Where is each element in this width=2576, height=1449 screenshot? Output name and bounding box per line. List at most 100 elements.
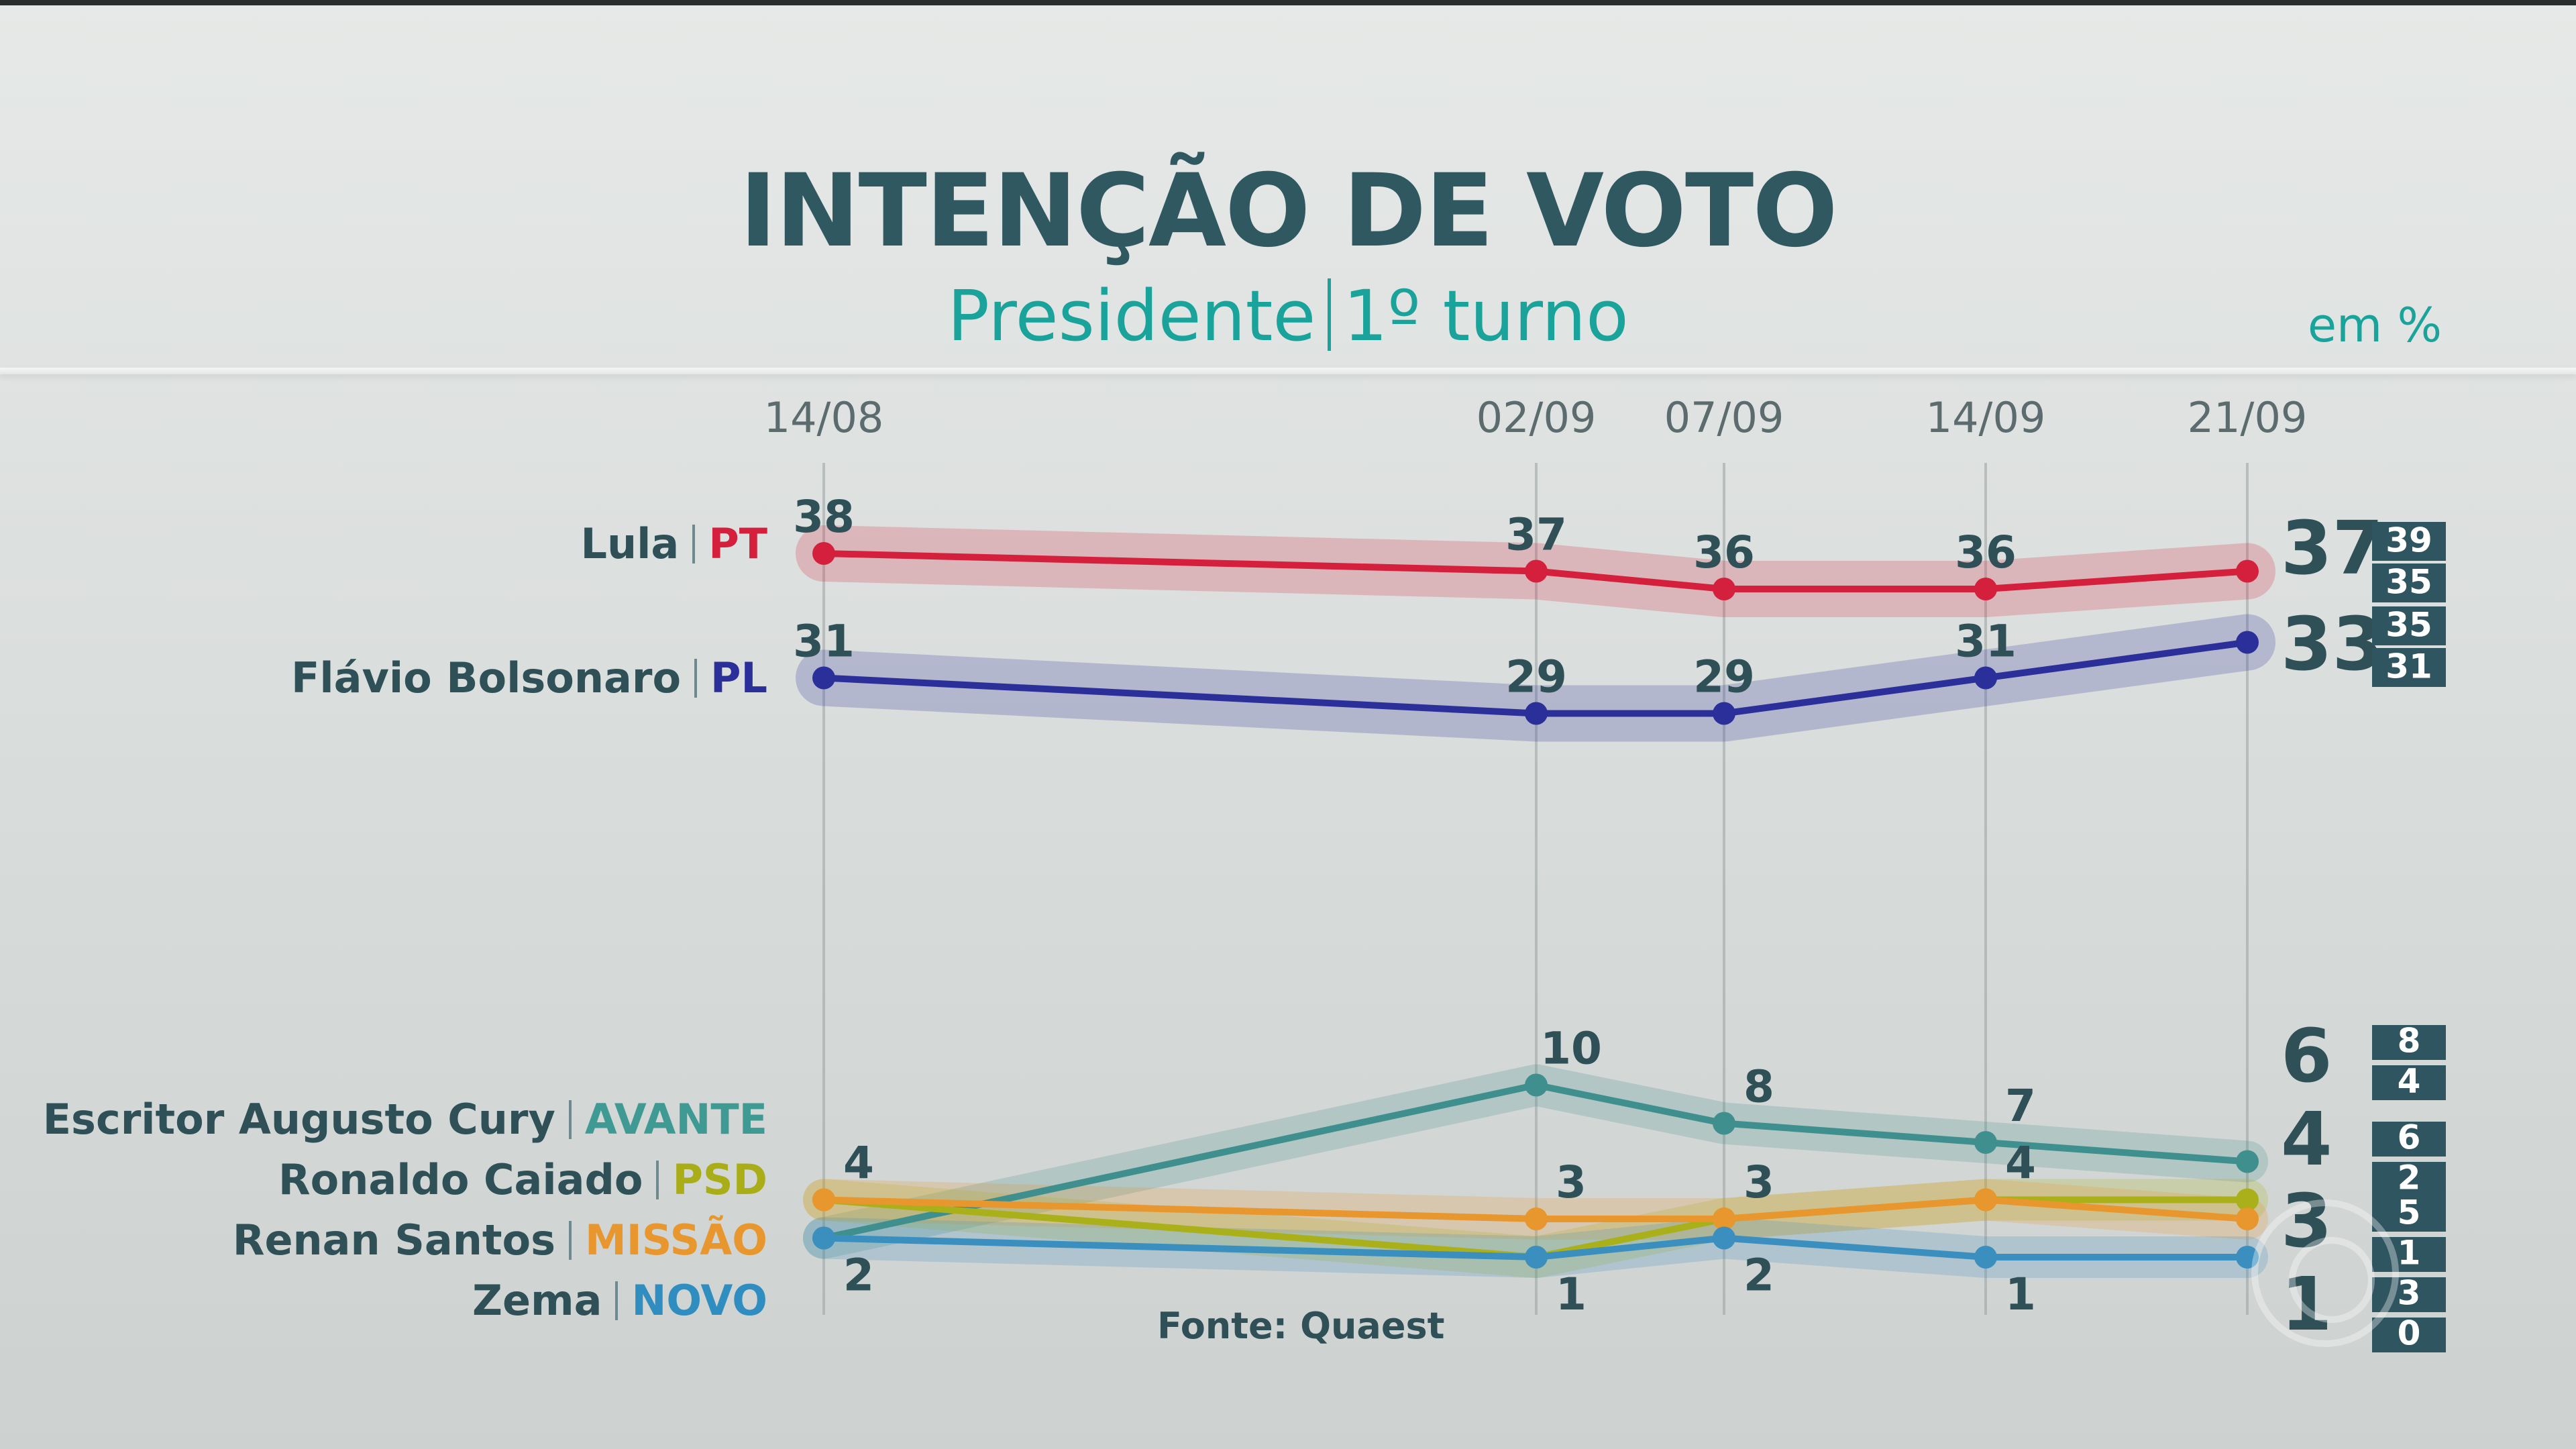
range-box xyxy=(2372,564,2446,602)
chart-title: INTENÇÃO DE VOTO xyxy=(739,153,1838,270)
candidate-name: Escritor Augusto Cury xyxy=(42,1095,555,1144)
end-value-label: 4 xyxy=(2281,1096,2332,1182)
range-value: 5 xyxy=(2398,1193,2421,1232)
data-point xyxy=(1713,578,1735,600)
candidate-name: Flávio Bolsonaro xyxy=(291,653,682,702)
data-point xyxy=(1713,702,1735,725)
candidate-name: Ronaldo Caiado xyxy=(278,1155,643,1204)
range-box xyxy=(2372,1318,2446,1352)
data-point xyxy=(1974,578,1997,600)
candidate-name: Renan Santos xyxy=(232,1216,556,1265)
data-point xyxy=(2236,1208,2259,1230)
range-value: 1 xyxy=(2398,1233,2421,1272)
candidate-label-renan: Renan Santos MISSÃO xyxy=(233,1216,767,1265)
candidate-label-lula: Lula PT xyxy=(581,519,767,568)
chart-subtitle: Presidente 1º turno xyxy=(0,275,2576,357)
data-point xyxy=(1713,1208,1735,1230)
data-label: 36 xyxy=(1693,527,1755,578)
x-tick-label: 02/09 xyxy=(1477,393,1597,442)
data-point xyxy=(1713,1112,1735,1135)
range-box xyxy=(2372,1197,2446,1232)
party-name: NOVO xyxy=(631,1276,767,1325)
data-point xyxy=(1525,1208,1548,1230)
data-point xyxy=(1525,1073,1548,1097)
subtitle-round: 1º turno xyxy=(1343,275,1629,357)
range-value: 6 xyxy=(2398,1118,2421,1157)
x-tick-label: 14/08 xyxy=(764,393,884,442)
range-value: 31 xyxy=(2385,647,2432,686)
end-value-label: 33 xyxy=(2281,601,2383,687)
data-point xyxy=(2236,1150,2259,1173)
data-point xyxy=(2236,1188,2259,1212)
candidate-label-caiado: Ronaldo Caiado PSD xyxy=(278,1155,767,1204)
x-tick-label: 07/09 xyxy=(1664,393,1784,442)
range-box xyxy=(2372,1162,2446,1197)
data-point xyxy=(812,666,835,690)
data-point xyxy=(1525,702,1548,725)
candidate-label-zema: Zema NOVO xyxy=(472,1276,767,1325)
data-label: 2 xyxy=(1743,1250,1774,1301)
data-label: 3 xyxy=(1743,1157,1774,1208)
candidate-name: Zema xyxy=(472,1276,602,1325)
data-label: 31 xyxy=(1955,616,2017,667)
end-value-label: 6 xyxy=(2281,1013,2332,1099)
range-value: 3 xyxy=(2398,1273,2421,1312)
data-label: 4 xyxy=(2005,1138,2036,1189)
source-label: Fonte: Quaest xyxy=(1157,1305,1445,1347)
data-label: 3 xyxy=(1556,1157,1587,1208)
data-label: 38 xyxy=(793,491,855,543)
data-label: 2 xyxy=(843,1250,874,1301)
data-point xyxy=(812,542,835,565)
range-value: 35 xyxy=(2385,563,2432,602)
party-name: MISSÃO xyxy=(585,1216,767,1265)
data-point xyxy=(812,1226,835,1250)
data-label: 7 xyxy=(2005,1080,2036,1132)
data-label: 1 xyxy=(1556,1269,1587,1320)
candidate-name: Lula xyxy=(580,519,680,568)
range-box xyxy=(2372,522,2446,561)
data-label: 31 xyxy=(793,616,855,667)
data-point xyxy=(1974,1188,1997,1212)
data-label: 1 xyxy=(1556,1269,1587,1320)
data-label: 2 xyxy=(843,1250,874,1301)
candidate-label-cury: Escritor Augusto Cury AVANTE xyxy=(43,1095,767,1144)
x-tick-label: 14/09 xyxy=(1926,393,2046,442)
data-label: 10 xyxy=(1540,1023,1602,1075)
party-name: PL xyxy=(710,653,767,702)
range-box xyxy=(2372,606,2446,645)
end-value-label: 37 xyxy=(2281,505,2383,591)
x-tick-label: 21/09 xyxy=(2188,393,2308,442)
range-value: 39 xyxy=(2385,521,2432,560)
top-border xyxy=(0,0,2576,5)
data-point xyxy=(812,1188,835,1212)
data-point xyxy=(2236,559,2259,583)
data-label: 1 xyxy=(2005,1269,2036,1320)
label-separator xyxy=(615,1281,619,1320)
range-value: 35 xyxy=(2385,606,2432,645)
label-separator xyxy=(656,1161,659,1199)
subtitle-office: Presidente xyxy=(947,275,1316,357)
range-box xyxy=(2372,648,2446,687)
range-box xyxy=(2372,1065,2446,1100)
data-point xyxy=(1713,1226,1735,1250)
subtitle-separator xyxy=(1328,278,1332,351)
data-label: 36 xyxy=(1955,527,2017,578)
party-name: AVANTE xyxy=(584,1095,767,1144)
label-separator xyxy=(568,1100,572,1139)
range-value: 2 xyxy=(2398,1158,2421,1197)
header-divider xyxy=(0,368,2576,374)
unit-label: em % xyxy=(2307,298,2442,353)
data-point xyxy=(1525,1246,1548,1269)
data-label: 37 xyxy=(1505,509,1567,561)
data-label: 8 xyxy=(1743,1061,1774,1113)
data-point xyxy=(1974,1131,1997,1154)
range-value: 8 xyxy=(2398,1021,2421,1060)
data-point xyxy=(1525,559,1548,583)
data-label: 4 xyxy=(843,1138,874,1189)
data-point xyxy=(1974,1246,1997,1269)
label-separator xyxy=(692,525,696,564)
candidate-label-flavio: Flávio Bolsonaro PL xyxy=(291,653,767,702)
data-label: 29 xyxy=(1505,651,1567,703)
data-point xyxy=(1974,666,1997,690)
range-value: 4 xyxy=(2398,1061,2421,1100)
